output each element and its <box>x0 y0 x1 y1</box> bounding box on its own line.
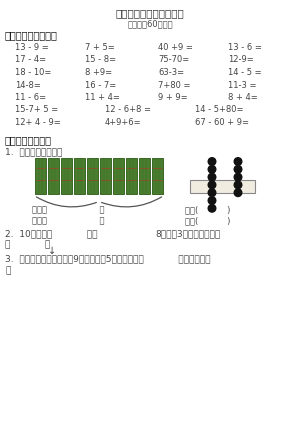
Text: 一年级期中质量检测试题: 一年级期中质量检测试题 <box>116 8 184 18</box>
Text: 个位: 个位 <box>235 181 241 187</box>
Circle shape <box>234 173 242 181</box>
FancyBboxPatch shape <box>35 157 46 193</box>
Text: 12+ 4 - 9=: 12+ 4 - 9= <box>15 118 61 127</box>
Text: 14-8=: 14-8= <box>15 81 41 89</box>
Text: 18 - 10=: 18 - 10= <box>15 68 51 77</box>
FancyBboxPatch shape <box>126 157 137 193</box>
FancyBboxPatch shape <box>152 157 163 193</box>
FancyBboxPatch shape <box>61 157 72 193</box>
Text: 2.  10个十是（            ），: 2. 10个十是（ ）， <box>5 229 98 238</box>
Circle shape <box>208 158 216 165</box>
Text: 40 +9 =: 40 +9 = <box>158 43 193 52</box>
Text: 7+80 =: 7+80 = <box>158 81 190 89</box>
FancyBboxPatch shape <box>139 157 150 193</box>
Text: 13 - 6 =: 13 - 6 = <box>228 43 262 52</box>
Text: 15 - 8=: 15 - 8= <box>85 56 116 64</box>
Text: 7 + 5=: 7 + 5= <box>85 43 115 52</box>
Text: （时间：60分钟）: （时间：60分钟） <box>127 19 173 28</box>
Circle shape <box>208 189 216 196</box>
Text: 十位: 十位 <box>209 181 215 187</box>
FancyBboxPatch shape <box>113 157 124 193</box>
Text: 的: 的 <box>5 267 10 276</box>
Text: 二、细心填一填。: 二、细心填一填。 <box>5 136 52 145</box>
Text: 9 + 9=: 9 + 9= <box>158 93 188 102</box>
Text: 63-3=: 63-3= <box>158 68 184 77</box>
Text: 写作（                    ）: 写作（ ） <box>32 206 104 215</box>
FancyBboxPatch shape <box>190 179 255 192</box>
Text: 12-9=: 12-9= <box>228 56 254 64</box>
Text: ↓: ↓ <box>48 245 56 256</box>
Circle shape <box>234 181 242 189</box>
Circle shape <box>208 165 216 173</box>
Text: 14 - 5+80=: 14 - 5+80= <box>195 106 244 114</box>
Circle shape <box>234 165 242 173</box>
Text: 读作(           ): 读作( ) <box>185 217 230 226</box>
Circle shape <box>234 189 242 196</box>
Text: 17 - 4=: 17 - 4= <box>15 56 46 64</box>
Text: 11 + 4=: 11 + 4= <box>85 93 120 102</box>
Circle shape <box>208 204 216 212</box>
FancyBboxPatch shape <box>48 157 59 193</box>
Text: 11-3 =: 11-3 = <box>228 81 256 89</box>
Text: 1.  看图写数和读数。: 1. 看图写数和读数。 <box>5 148 62 156</box>
FancyBboxPatch shape <box>87 157 98 193</box>
Text: 写作(           ): 写作( ) <box>185 206 230 215</box>
Text: 12 - 6+8 =: 12 - 6+8 = <box>105 106 151 114</box>
Circle shape <box>208 181 216 189</box>
Text: 15-7+ 5 =: 15-7+ 5 = <box>15 106 58 114</box>
Circle shape <box>208 173 216 181</box>
Text: 读作（                    ）: 读作（ ） <box>32 217 104 226</box>
Circle shape <box>234 158 242 165</box>
Text: 67 - 60 + 9=: 67 - 60 + 9= <box>195 118 249 127</box>
Circle shape <box>208 197 216 204</box>
Text: 8 +9=: 8 +9= <box>85 68 112 77</box>
Text: 14 - 5 =: 14 - 5 = <box>228 68 262 77</box>
Text: （            ）: （ ） <box>5 240 50 249</box>
Text: 13 - 9 =: 13 - 9 = <box>15 43 49 52</box>
Text: 一、直接写出得数。: 一、直接写出得数。 <box>5 30 58 40</box>
Text: 75-70=: 75-70= <box>158 56 189 64</box>
FancyBboxPatch shape <box>100 157 111 193</box>
Text: 4+9+6=: 4+9+6= <box>105 118 142 127</box>
Text: 11 - 6=: 11 - 6= <box>15 93 46 102</box>
FancyBboxPatch shape <box>74 157 85 193</box>
Text: 16 - 7=: 16 - 7= <box>85 81 116 89</box>
Text: 8 + 4=: 8 + 4= <box>228 93 258 102</box>
Text: 8个十和3个一构成的数是: 8个十和3个一构成的数是 <box>155 229 220 238</box>
Text: 3.  一种两位数，个位上是9，十位上是5，这个数是（            ），和它相邻: 3. 一种两位数，个位上是9，十位上是5，这个数是（ ），和它相邻 <box>5 254 211 263</box>
